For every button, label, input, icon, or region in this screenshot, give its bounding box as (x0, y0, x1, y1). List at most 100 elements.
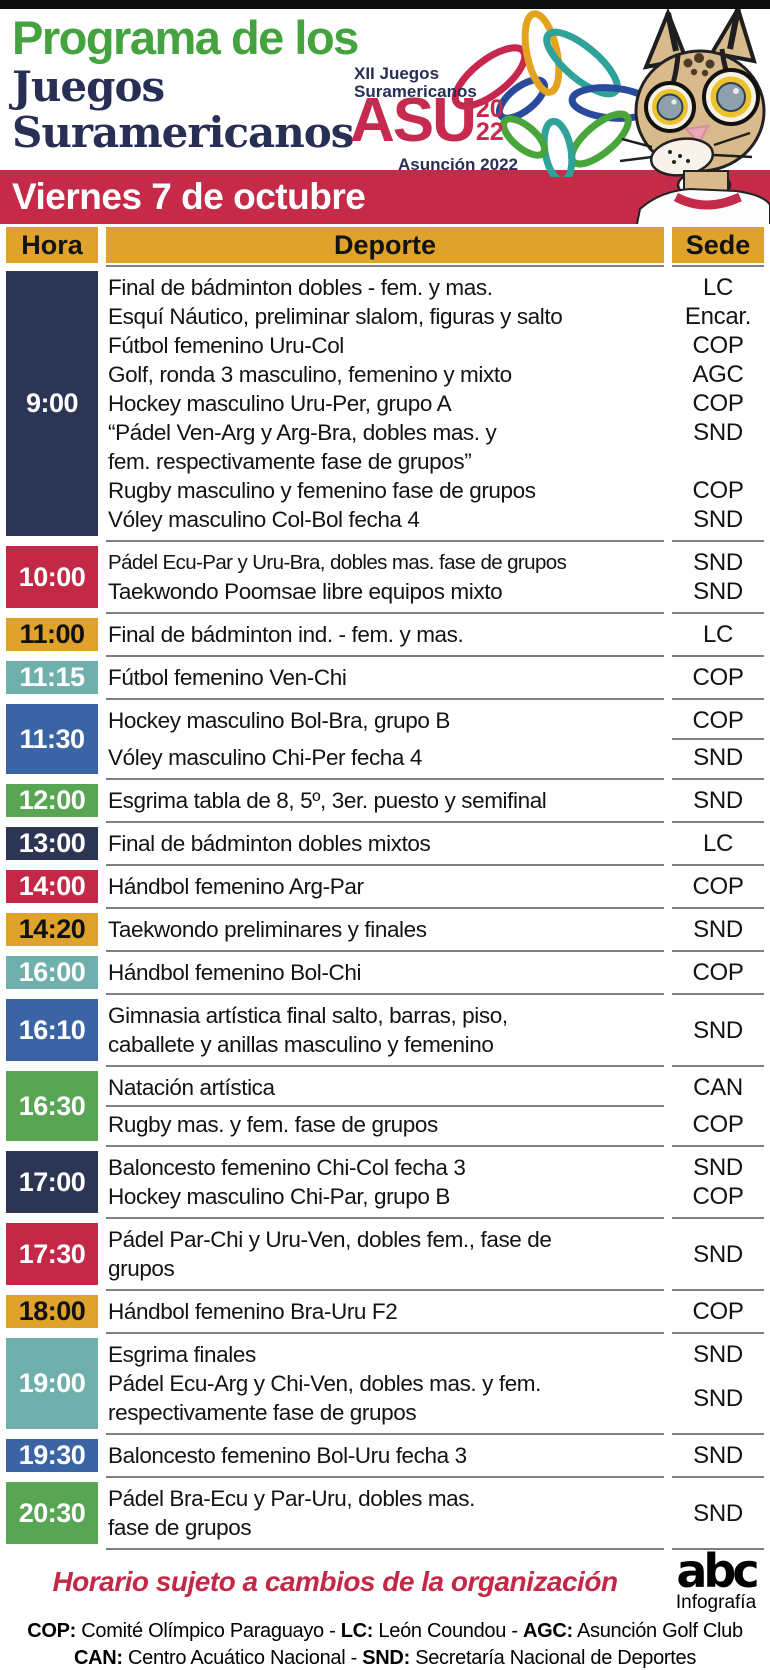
schedule-entry: Esgrima tabla de 8, 5º, 3er. puesto y se… (106, 786, 764, 815)
row-body: Hándbol femenino Bra-Uru F2 COP (106, 1291, 764, 1332)
schedule-entry: Gimnasia artística final salto, barras, … (106, 1001, 764, 1059)
row-divider (106, 540, 764, 542)
row-divider-sede-segment (672, 1217, 764, 1219)
sport-label: Golf, ronda 3 masculino, femenino y mixt… (108, 362, 512, 387)
entry-divider (106, 1105, 764, 1107)
row-divider-deporte-segment (106, 778, 664, 780)
title-line-2: Juegos (12, 62, 165, 111)
venue-label: SND (693, 1442, 743, 1469)
schedule-row: 12:00 Esgrima tabla de 8, 5º, 3er. puesto… (6, 780, 764, 821)
row-divider-deporte-segment (106, 1289, 664, 1291)
schedule-row: 11:30 Hockey masculino Bol-Bra, grupo B CO… (6, 700, 764, 778)
row-body: Hándbol femenino Arg-Par COP (106, 866, 764, 907)
column-header-hora: Hora (6, 227, 98, 263)
schedule-entry: Hockey masculino Chi-Par, grupo B COP (106, 1182, 764, 1211)
time-label: 11:00 (6, 618, 98, 651)
schedule-entry: Final de bádminton dobles mixtos LC (106, 829, 764, 858)
row-divider-deporte-segment (106, 1217, 664, 1219)
schedule-entry: Esquí Náutico, preliminar slalom, figura… (106, 302, 764, 331)
sport-label: Fútbol femenino Uru-Col (108, 333, 344, 358)
venue-label: LC (702, 621, 734, 648)
title-line-1: Programa de los (12, 11, 359, 64)
asu-year-top: 20 (475, 95, 504, 123)
schedule-entry: Hockey masculino Uru-Per, grupo A COP (106, 389, 764, 418)
column-header-deporte: Deporte (106, 227, 664, 263)
row-body: Final de bádminton dobles mixtos LC (106, 823, 764, 864)
page-title: Programa de los Juegos Suramericanos (12, 11, 359, 156)
legend-line: CAN: Centro Acuático Nacional - SND: Sec… (73, 1647, 697, 1670)
legend-line: COP: Comité Olímpico Paraguayo - LC: Leó… (27, 1620, 743, 1643)
schedule-entry: Final de bádminton ind. - fem. y mas. LC (106, 620, 764, 649)
legend-abbr: SND: (362, 1647, 410, 1670)
venue-label: SND (693, 1016, 743, 1044)
sport-label: Rugby mas. y fem. fase de grupos (108, 1112, 438, 1137)
row-divider-sede-segment (672, 993, 764, 995)
venue-label: COP (692, 1298, 744, 1325)
sport-label: Pádel Bra-Ecu y Par-Uru, dobles mas. fas… (108, 1486, 476, 1540)
row-divider-sede-segment (672, 950, 764, 952)
time-cell: 16:30 (6, 1067, 98, 1145)
abc-logo: abc (676, 1544, 759, 1598)
sport-label: Esgrima tabla de 8, 5º, 3er. puesto y se… (108, 788, 547, 813)
row-divider-deporte-segment (106, 1065, 664, 1067)
row-divider-deporte-segment (106, 1476, 664, 1478)
schedule-row: 11:00 Final de bádminton ind. - fem. y ma… (6, 614, 764, 655)
row-divider-deporte-segment (106, 655, 664, 657)
row-divider-deporte-segment (106, 1145, 664, 1147)
row-body: Baloncesto femenino Bol-Uru fecha 3 SND (106, 1435, 764, 1476)
schedule-row: 19:30 Baloncesto femenino Bol-Uru fecha 3… (6, 1435, 764, 1476)
row-divider (106, 1476, 764, 1478)
sport-label: Final de bádminton dobles - fem. y mas. (108, 275, 493, 300)
sport-label: Esgrima finales (108, 1342, 256, 1367)
table-header-row: Hora Deporte Sede (0, 227, 770, 263)
legend-abbr: CAN: (73, 1647, 123, 1670)
time-cell: 9:00 (6, 267, 98, 540)
sport-label: Vóley masculino Col-Bol fecha 4 (108, 507, 420, 532)
venue-label: SND (693, 1154, 743, 1181)
row-divider (106, 993, 764, 995)
schedule-row: 14:00 Hándbol femenino Arg-Par COP (6, 866, 764, 907)
legend-abbr: AGC: (522, 1620, 573, 1643)
row-divider (106, 612, 764, 614)
row-body: Pádel Bra-Ecu y Par-Uru, dobles mas. fas… (106, 1478, 764, 1548)
schedule-entry: Fútbol femenino Uru-Col COP (106, 331, 764, 360)
venue-label: SND (693, 787, 743, 814)
sport-label: Taekwondo preliminares y finales (108, 917, 427, 942)
asu-2022-logo: ASU 20 22 (350, 90, 504, 152)
schedule-row: 14:20 Taekwondo preliminares y finales SND (6, 909, 764, 950)
row-divider (106, 950, 764, 952)
time-label: 19:30 (6, 1439, 98, 1472)
row-body: Final de bádminton dobles - fem. y mas. L… (106, 267, 764, 540)
sport-label: Hockey masculino Uru-Per, grupo A (108, 391, 452, 416)
schedule-entry: Final de bádminton dobles - fem. y mas. L… (106, 273, 764, 302)
footer: Horario sujeto a cambios de la organizac… (0, 1544, 770, 1670)
row-divider-deporte-segment (106, 1548, 664, 1550)
schedule-disclaimer: Horario sujeto a cambios de la organizac… (52, 1566, 618, 1597)
row-body: Esgrima tabla de 8, 5º, 3er. puesto y se… (106, 780, 764, 821)
sport-label: Hockey masculino Bol-Bra, grupo B (108, 708, 450, 733)
row-divider-sede-segment (672, 698, 764, 700)
sport-label: Baloncesto femenino Chi-Col fecha 3 (108, 1155, 466, 1180)
row-divider (106, 1433, 764, 1435)
venue-label: SND (693, 578, 743, 605)
time-cell: 12:00 (6, 780, 98, 821)
row-divider-deporte-segment (106, 1433, 664, 1435)
schedule-row: 16:30 Natación artística CAN Rugby mas. y f… (6, 1067, 764, 1145)
row-divider-deporte-segment (106, 993, 664, 995)
sport-label: Rugby masculino y femenino fase de grupo… (108, 478, 536, 503)
row-divider-sede-segment (672, 1289, 764, 1291)
row-divider-sede-segment (672, 655, 764, 657)
sport-label: Hockey masculino Chi-Par, grupo B (108, 1184, 450, 1209)
schedule-entry: Pádel Ecu-Arg y Chi-Ven, dobles mas. y f… (106, 1369, 764, 1427)
row-divider-deporte-segment (106, 821, 664, 823)
row-divider-sede-segment (672, 1433, 764, 1435)
time-label: 14:20 (6, 913, 98, 946)
venue-label: Encar. (684, 303, 752, 330)
time-label: 11:15 (6, 661, 98, 694)
row-body: Baloncesto femenino Chi-Col fecha 3 SND Ho… (106, 1147, 764, 1217)
time-cell: 16:00 (6, 952, 98, 993)
time-cell: 19:00 (6, 1334, 98, 1433)
sport-label: Hándbol femenino Bol-Chi (108, 960, 362, 985)
time-label: 16:30 (6, 1071, 98, 1141)
row-divider (106, 1548, 764, 1550)
